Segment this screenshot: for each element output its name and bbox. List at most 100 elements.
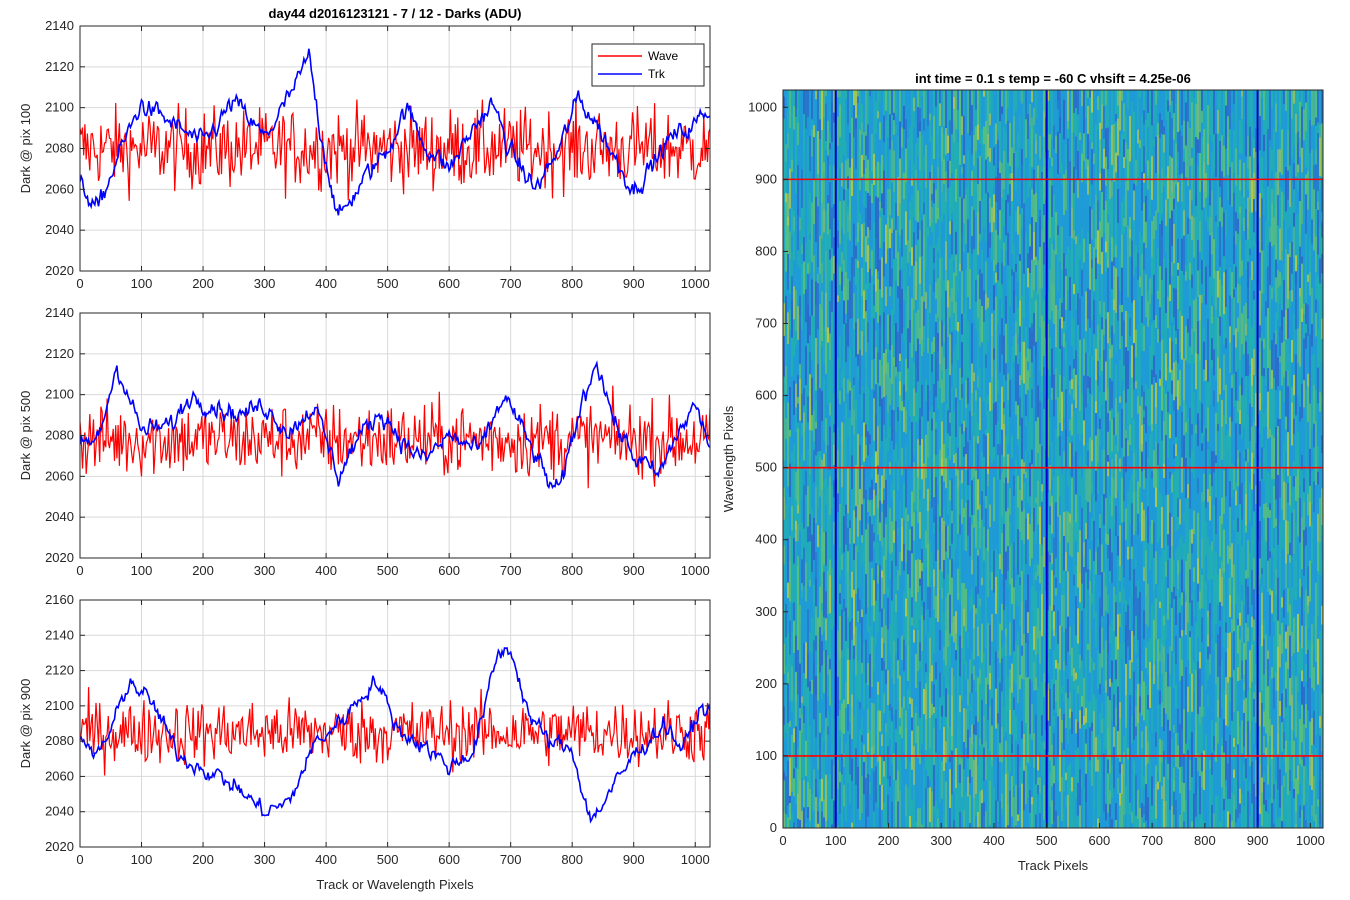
heatmap-cell xyxy=(1055,474,1057,503)
heatmap-cell xyxy=(1073,668,1075,682)
heatmap-cell xyxy=(947,514,949,526)
heatmap-cell xyxy=(1007,202,1009,233)
heatmap-cell xyxy=(943,579,945,605)
heatmap-cell xyxy=(1009,522,1011,547)
heatmap-cell xyxy=(927,609,929,632)
heatmap-cell xyxy=(799,663,801,684)
heatmap-cell xyxy=(877,271,879,280)
heatmap-cell xyxy=(795,471,797,482)
heatmap-cell xyxy=(973,165,975,211)
heatmap-cell xyxy=(983,290,985,315)
heatmap-cell xyxy=(1053,726,1055,734)
heatmap-cell xyxy=(1025,326,1027,358)
heatmap-cell xyxy=(793,319,795,357)
heatmap-cell xyxy=(921,743,923,766)
heatmap-cell xyxy=(895,159,897,169)
heatmap-cell xyxy=(923,531,925,573)
heatmap-cell xyxy=(879,488,881,501)
heatmap-cell xyxy=(809,789,811,821)
heatmap-cell xyxy=(943,197,945,215)
heatmap-cell xyxy=(1071,676,1073,712)
heatmap-cell xyxy=(807,714,809,745)
heatmap-cell xyxy=(1001,364,1003,387)
heatmap-cell xyxy=(1073,90,1075,114)
heatmap-cell xyxy=(947,258,949,281)
heatmap-cell xyxy=(1075,494,1077,523)
heatmap-cell xyxy=(919,445,921,483)
heatmap-cell xyxy=(985,120,987,160)
heatmap-cell xyxy=(1063,535,1065,571)
heatmap-cell xyxy=(815,304,817,338)
heatmap-cell xyxy=(1073,775,1075,806)
heatmap-cell xyxy=(1017,529,1019,575)
heatmap-cell xyxy=(1005,635,1007,656)
x-tick-label: 600 xyxy=(438,276,460,291)
heatmap-cell xyxy=(1073,824,1075,828)
heatmap-cell xyxy=(885,263,887,287)
heatmap-cell xyxy=(1083,636,1085,678)
heatmap-cell xyxy=(1017,364,1019,406)
heatmap-cell xyxy=(855,400,857,421)
heatmap-cell xyxy=(941,370,943,380)
heatmap-cell xyxy=(903,483,905,521)
heatmap-cell xyxy=(797,524,799,542)
heatmap-cell xyxy=(1027,677,1029,723)
heatmap-cell xyxy=(849,193,851,221)
heatmap-cell xyxy=(979,299,981,306)
heatmap-cell xyxy=(881,577,883,609)
heatmap-cell xyxy=(847,704,849,731)
heatmap-cell xyxy=(961,648,963,662)
heatmap-cell xyxy=(1073,368,1075,400)
heatmap-cell xyxy=(1079,495,1081,531)
heatmap-cell xyxy=(1091,576,1093,594)
heatmap-cell xyxy=(981,519,983,541)
heatmap-cell xyxy=(925,689,927,720)
heatmap-cell xyxy=(1007,570,1009,590)
heatmap-cell xyxy=(907,328,909,369)
heatmap-cell xyxy=(1081,788,1083,828)
heatmap-cell xyxy=(995,264,997,273)
heatmap-cell xyxy=(851,571,853,598)
heatmap-cell xyxy=(863,266,865,291)
heatmap-cell xyxy=(1015,579,1017,603)
heatmap-cell xyxy=(875,166,877,197)
heatmap-cell xyxy=(1101,572,1103,617)
x-tick-label: 400 xyxy=(315,563,337,578)
heatmap-cell xyxy=(975,193,977,217)
heatmap-cell xyxy=(813,393,815,411)
heatmap-cell xyxy=(953,463,955,484)
heatmap-cell xyxy=(991,377,993,411)
heatmap-cell xyxy=(979,548,981,576)
heatmap-cell xyxy=(983,126,985,145)
heatmap-cell xyxy=(1041,187,1043,230)
heatmap-cell xyxy=(887,352,889,363)
heatmap-cell xyxy=(821,778,823,802)
heatmap-cell xyxy=(797,306,799,340)
heatmap-cell xyxy=(1029,608,1031,634)
heatmap-cell xyxy=(867,387,869,421)
heatmap-cell xyxy=(943,126,945,134)
heatmap-cell xyxy=(881,90,883,118)
heatmap-cell xyxy=(917,222,919,240)
heatmap-cell xyxy=(807,263,809,274)
heatmap-cell xyxy=(829,415,831,427)
heatmap-cell xyxy=(961,661,963,701)
heatmap-cell xyxy=(853,434,855,467)
heatmap-cell xyxy=(991,243,993,261)
heatmap-cell xyxy=(1001,90,1003,107)
heatmap-cell xyxy=(1059,422,1061,436)
heatmap-cell xyxy=(1009,122,1011,167)
heatmap-cell xyxy=(1099,340,1101,359)
heatmap-cell xyxy=(891,182,893,219)
heatmap-cell xyxy=(789,359,791,388)
heatmap-cell xyxy=(1085,500,1087,523)
heatmap-cell xyxy=(821,263,823,284)
heatmap-cell xyxy=(975,400,977,443)
heatmap-cell xyxy=(883,713,885,755)
heatmap-cell xyxy=(893,150,895,193)
heatmap-cell xyxy=(961,173,963,198)
heatmap-cell xyxy=(925,215,927,253)
heatmap-cell xyxy=(1025,564,1027,584)
heatmap-cell xyxy=(797,266,799,307)
heatmap-cell xyxy=(881,734,883,747)
